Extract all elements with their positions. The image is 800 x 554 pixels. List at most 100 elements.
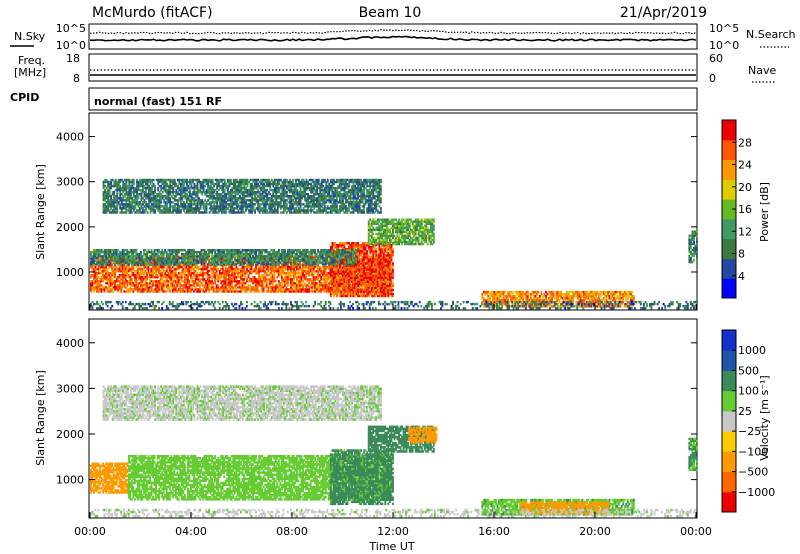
echo-cell [240, 276, 242, 279]
echo-cell [283, 282, 286, 285]
echo-cell [294, 265, 297, 269]
echo-cell [279, 265, 282, 269]
echo-cell [221, 267, 224, 271]
echo-cell [137, 290, 139, 293]
echo-cell [217, 288, 220, 291]
echo-cell [223, 286, 226, 289]
echo-cell [392, 274, 394, 277]
noise-right-tick-bottom: 10^0 [709, 39, 739, 52]
echo-cell [202, 276, 204, 279]
echo-cell [132, 288, 135, 291]
echo-cell [155, 280, 157, 283]
echo-cell [240, 288, 242, 291]
echo-cell [317, 265, 320, 269]
echo-cell [211, 270, 214, 273]
echo-cell [323, 276, 326, 279]
echo-cell [138, 267, 141, 271]
echo-cell [124, 274, 127, 277]
echo-cell [215, 274, 218, 277]
echo-cell [229, 288, 232, 291]
echo-cell [187, 278, 189, 281]
echo-cell [277, 267, 280, 271]
echo-cell [229, 280, 232, 283]
echo-cell [229, 267, 232, 271]
echo-cell [179, 278, 182, 281]
echo-cell [109, 276, 112, 279]
echo-cell [392, 288, 394, 292]
echo-cell [311, 290, 314, 293]
echo-cell [109, 272, 112, 275]
echo-cell [121, 263, 124, 267]
echo-cell [214, 272, 217, 275]
echo-cell [230, 282, 233, 285]
echo-cell [312, 270, 315, 273]
echo-cell [220, 272, 223, 275]
echo-cell [243, 288, 245, 291]
echo-cell [94, 272, 97, 275]
echo-cell [297, 265, 300, 269]
echo-cell [249, 288, 251, 291]
echo-cell [326, 280, 329, 283]
echo-cell [156, 282, 159, 285]
echo-cell [268, 278, 271, 281]
echo-cell [244, 274, 247, 277]
echo-cell [141, 272, 144, 275]
echo-cell [176, 274, 179, 277]
echo-cell [141, 255, 144, 258]
echo-cell [144, 272, 147, 275]
echo-cell [130, 265, 133, 269]
echo-cell [282, 263, 285, 267]
echo-cell [217, 267, 220, 271]
echo-cell [291, 290, 294, 293]
echo-cell [197, 278, 200, 281]
echo-cell [224, 280, 227, 283]
echo-cell [305, 274, 307, 277]
echo-cell [146, 272, 148, 275]
echo-cell [109, 290, 112, 293]
echo-cell [247, 274, 250, 277]
echo-cell [314, 272, 317, 275]
echo-cell [324, 267, 327, 271]
echo-cell [165, 270, 168, 273]
echo-cell [259, 267, 262, 271]
echo-cell [188, 290, 191, 293]
echo-cell [321, 265, 324, 269]
echo-cell [323, 274, 326, 277]
echo-cell [152, 282, 154, 285]
echo-cell [138, 263, 141, 267]
echo-cell [120, 259, 123, 263]
echo-cell [265, 272, 268, 275]
echo-cell [158, 265, 161, 269]
echo-cell [187, 288, 189, 291]
echo-cell [141, 286, 144, 289]
echo-cell [135, 284, 138, 287]
echo-cell [146, 290, 148, 293]
echo-cell [127, 270, 130, 273]
date-title: 21/Apr/2019 [620, 5, 707, 21]
echo-cell [149, 290, 151, 293]
echo-cell [173, 272, 176, 275]
echo-cell [202, 267, 204, 271]
echo-cell [138, 282, 141, 285]
echo-cell [303, 284, 306, 287]
echo-cell [132, 290, 135, 293]
echo-cell [156, 270, 159, 273]
echo-cell [103, 257, 106, 261]
echo-cell [147, 272, 150, 275]
echo-cell [137, 274, 139, 277]
echo-cell [223, 282, 226, 285]
echo-cell [299, 284, 301, 287]
echo-cell [158, 280, 161, 283]
echo-cell [190, 290, 192, 293]
echo-cell [182, 270, 185, 273]
echo-cell [171, 286, 174, 289]
echo-cell [159, 272, 162, 275]
echo-cell [315, 288, 318, 291]
echo-cell [153, 257, 156, 261]
echo-cell [129, 267, 132, 271]
echo-cell [320, 278, 323, 281]
echo-cell [297, 284, 300, 287]
echo-cell [138, 274, 141, 277]
echo-cell [267, 274, 270, 277]
echo-cell [126, 282, 129, 285]
